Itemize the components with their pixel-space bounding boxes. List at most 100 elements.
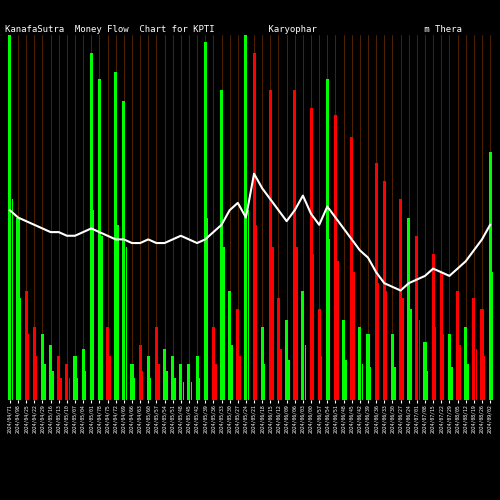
Bar [12, 199, 13, 400]
Bar [370, 367, 371, 400]
Bar [296, 246, 298, 400]
Bar [85, 371, 86, 400]
Bar [138, 345, 141, 400]
Bar [171, 356, 174, 400]
Bar [126, 246, 127, 400]
Bar [52, 371, 54, 400]
Bar [451, 367, 452, 400]
Bar [358, 327, 362, 400]
Bar [326, 79, 329, 400]
Bar [163, 349, 166, 400]
Bar [391, 334, 394, 400]
Bar [76, 378, 78, 400]
Bar [150, 378, 152, 400]
Bar [334, 116, 337, 400]
Bar [106, 327, 109, 400]
Bar [484, 356, 485, 400]
Bar [74, 356, 76, 400]
Bar [204, 42, 207, 400]
Bar [93, 210, 94, 400]
Bar [142, 371, 144, 400]
Bar [236, 308, 240, 400]
Bar [426, 371, 428, 400]
Bar [264, 364, 266, 400]
Bar [49, 345, 52, 400]
Bar [337, 262, 338, 400]
Bar [223, 246, 224, 400]
Bar [354, 272, 355, 400]
Bar [199, 378, 200, 400]
Bar [220, 90, 223, 400]
Bar [416, 236, 418, 400]
Bar [215, 364, 216, 400]
Bar [41, 334, 44, 400]
Bar [272, 246, 274, 400]
Bar [207, 218, 208, 400]
Bar [456, 290, 459, 400]
Bar [196, 356, 198, 400]
Bar [60, 378, 62, 400]
Bar [424, 342, 426, 400]
Bar [20, 298, 21, 400]
Bar [8, 35, 12, 400]
Bar [269, 90, 272, 400]
Bar [188, 364, 190, 400]
Bar [386, 290, 388, 400]
Bar [288, 360, 290, 400]
Bar [476, 349, 477, 400]
Bar [68, 378, 70, 400]
Bar [66, 364, 68, 400]
Bar [313, 254, 314, 400]
Bar [302, 290, 304, 400]
Bar [448, 334, 451, 400]
Bar [244, 35, 248, 400]
Bar [374, 163, 378, 400]
Bar [443, 334, 444, 400]
Bar [329, 240, 330, 400]
Bar [285, 320, 288, 400]
Bar [228, 290, 231, 400]
Bar [122, 100, 126, 400]
Bar [383, 181, 386, 400]
Bar [256, 225, 257, 400]
Bar [118, 225, 119, 400]
Bar [174, 378, 176, 400]
Bar [101, 236, 102, 400]
Bar [310, 108, 312, 400]
Bar [410, 308, 412, 400]
Bar [28, 334, 29, 400]
Bar [472, 298, 476, 400]
Bar [248, 210, 249, 400]
Bar [394, 367, 396, 400]
Bar [98, 79, 101, 400]
Bar [260, 327, 264, 400]
Bar [90, 53, 93, 400]
Bar [134, 378, 135, 400]
Text: KanafaSutra  Money Flow  Chart for KPTI          Karyophar                    m : KanafaSutra Money Flow Chart for KPTI Ka… [5, 25, 462, 34]
Bar [33, 327, 36, 400]
Bar [155, 327, 158, 400]
Bar [82, 349, 84, 400]
Bar [180, 364, 182, 400]
Bar [378, 283, 380, 400]
Bar [464, 327, 467, 400]
Bar [277, 298, 280, 400]
Bar [432, 254, 434, 400]
Bar [342, 320, 345, 400]
Bar [182, 382, 184, 400]
Bar [350, 137, 354, 400]
Bar [293, 90, 296, 400]
Bar [362, 364, 363, 400]
Bar [304, 345, 306, 400]
Bar [280, 349, 281, 400]
Bar [468, 364, 469, 400]
Bar [44, 364, 46, 400]
Bar [232, 345, 233, 400]
Bar [440, 272, 443, 400]
Bar [402, 298, 404, 400]
Bar [399, 199, 402, 400]
Bar [24, 290, 28, 400]
Bar [321, 356, 322, 400]
Bar [488, 152, 492, 400]
Bar [346, 360, 347, 400]
